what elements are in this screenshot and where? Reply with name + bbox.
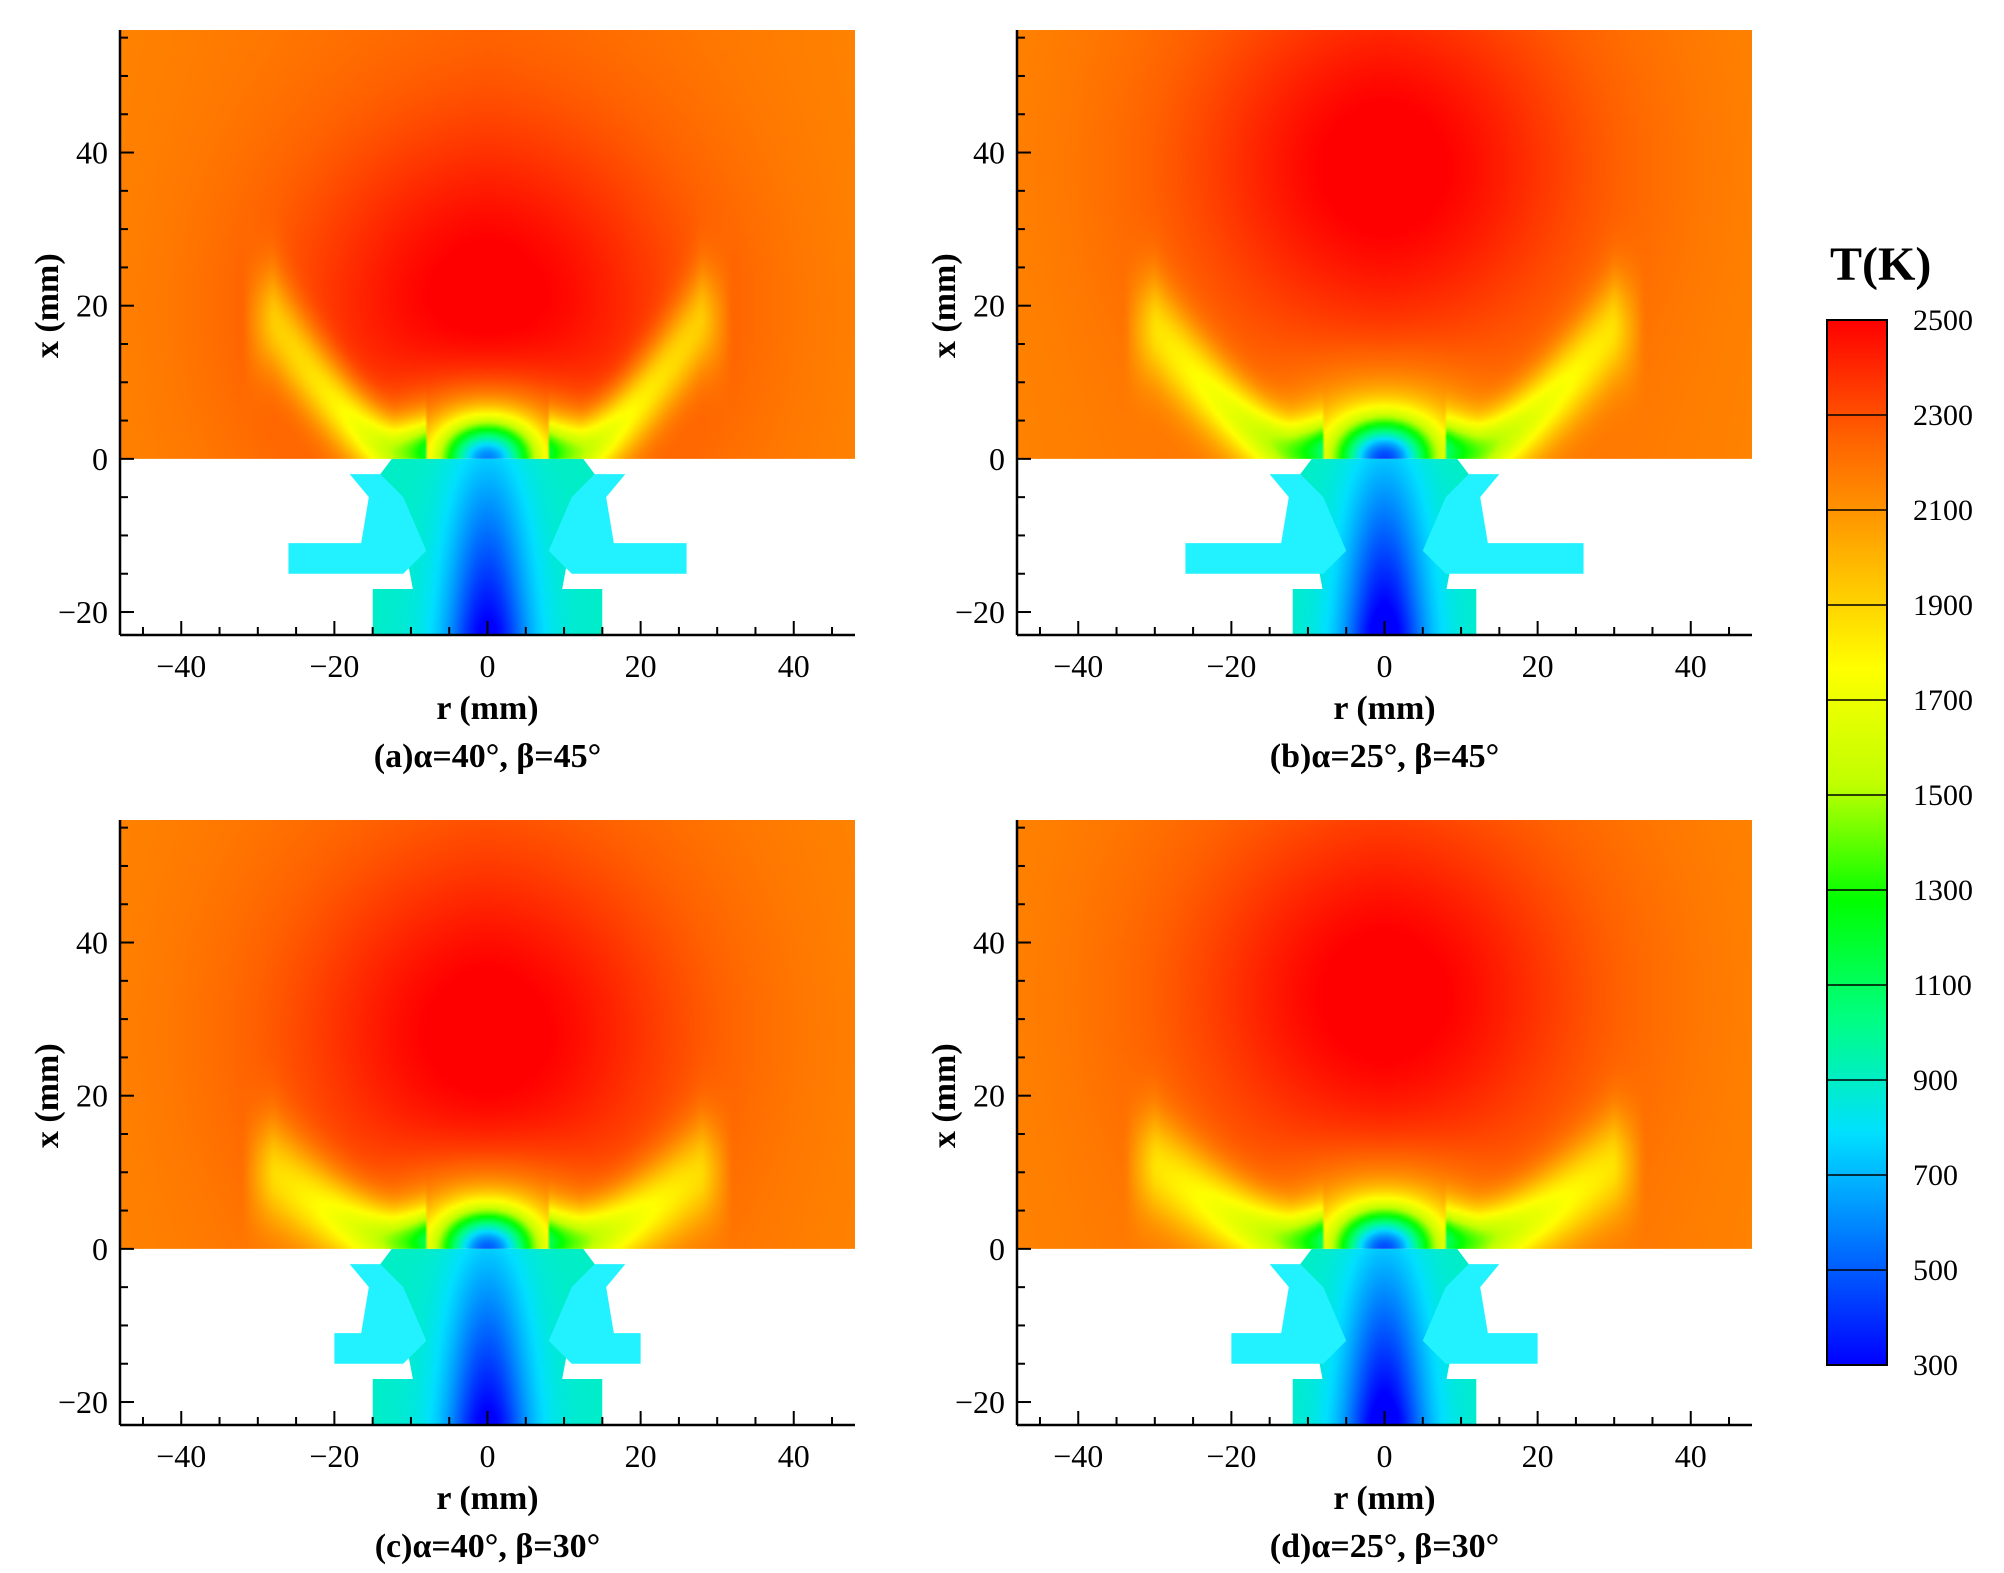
panel-d: −40 −20 0 20 40 −20 0 20 40 r (mm) x (mm) (d)α=25°,… [926,820,1752,1565]
y-tick-label: −20 [955,594,1005,630]
x-tick-label: −20 [309,648,359,684]
x-tick-label: −20 [1206,648,1256,684]
swirl-port-right [1422,474,1584,574]
y-axis-label: x (mm) [29,253,66,358]
y-tick-label: 0 [989,441,1005,477]
x-tick-label: 20 [1522,648,1554,684]
swirl-port-left [1231,1264,1347,1364]
y-tick-label: 40 [76,925,108,961]
colorbar-tick-label: 2500 [1913,304,1973,337]
swirl-port-left [1185,474,1347,574]
x-tick-label: 20 [625,648,657,684]
y-tick-label: 0 [92,1231,108,1267]
y-tick-label: −20 [58,1384,108,1420]
x-tick-label: 0 [1377,1438,1393,1474]
y-tick-label: 40 [973,925,1005,961]
x-tick-label: 0 [1377,648,1393,684]
y-tick-label: 40 [973,135,1005,171]
swirl-port-right [548,1264,641,1364]
y-tick-label: 20 [76,288,108,324]
x-tick-label: 40 [1675,1438,1707,1474]
panel-b: −40 −20 0 20 40 −20 0 20 40 r (mm) x (mm) (b)α=25°,… [926,30,1752,775]
x-tick-label: 40 [778,1438,810,1474]
x-tick-label: −40 [156,1438,206,1474]
x-tick-label: 0 [480,648,496,684]
panel-c: −40 −20 0 20 40 −20 0 20 40 r (mm) x (mm) (c)α=40°,… [29,820,855,1565]
x-axis-label: r (mm) [436,690,538,727]
y-tick-label: 0 [989,1231,1005,1267]
colorbar-tick-label: 1500 [1913,779,1973,812]
colorbar-tick-label: 1700 [1913,684,1973,717]
x-tick-label: −20 [1206,1438,1256,1474]
panel-caption: (c)α=40°, β=30° [375,1528,601,1565]
colorbar-tick-label: 2100 [1913,494,1973,527]
y-tick-label: −20 [58,594,108,630]
panels: −40 −20 0 20 40 −20 0 20 40 r (mm) x (mm) (a)α=40°,… [29,30,1752,1565]
y-tick-label: 20 [973,288,1005,324]
colorbar-title: T(K) [1830,238,1931,291]
x-tick-label: −40 [156,648,206,684]
y-axis-label: x (mm) [29,1043,66,1148]
x-tick-label: 20 [625,1438,657,1474]
colorbar-tick-label: 1900 [1913,589,1973,622]
panel-a: −40 −20 0 20 40 −20 0 20 40 r (mm) x (mm) (a)α=40°,… [29,30,855,775]
y-tick-label: 40 [76,135,108,171]
colorbar-tick-label: 1100 [1913,969,1972,1002]
x-tick-label: −40 [1053,648,1103,684]
panel-caption: (a)α=40°, β=45° [374,738,601,775]
swirl-port-left [288,474,427,574]
colorbar: T(K) 2500 2300 2100 1900 1700 1500 1300 1100 900… [1826,238,1973,1382]
y-tick-label: 20 [76,1078,108,1114]
x-axis-label: r (mm) [1333,1480,1435,1517]
x-tick-label: −40 [1053,1438,1103,1474]
temperature-field [1017,30,1752,459]
temperature-field [120,30,855,459]
swirl-port-left [334,1264,427,1364]
x-tick-label: 40 [778,648,810,684]
y-tick-label: −20 [955,1384,1005,1420]
temperature-field [1017,820,1752,1249]
colorbar-tick-label: 300 [1913,1349,1958,1382]
temperature-field [120,820,855,1249]
y-axis-label: x (mm) [926,1043,963,1148]
x-tick-label: 40 [1675,648,1707,684]
y-tick-label: 0 [92,441,108,477]
x-axis-label: r (mm) [436,1480,538,1517]
colorbar-tick-label: 2300 [1913,399,1973,432]
y-axis-label: x (mm) [926,253,963,358]
panel-caption: (b)α=25°, β=45° [1270,738,1499,775]
x-tick-label: 0 [480,1438,496,1474]
x-tick-label: 20 [1522,1438,1554,1474]
colorbar-tick-label: 1300 [1913,874,1973,907]
x-axis-label: r (mm) [1333,690,1435,727]
colorbar-gradient [1826,319,1888,1366]
panel-caption: (d)α=25°, β=30° [1270,1528,1499,1565]
x-tick-label: −20 [309,1438,359,1474]
swirl-port-right [548,474,687,574]
swirl-port-right [1422,1264,1538,1364]
colorbar-tick-label: 700 [1913,1159,1958,1192]
colorbar-tick-label: 500 [1913,1254,1958,1287]
y-tick-label: 20 [973,1078,1005,1114]
colorbar-tick-label: 900 [1913,1064,1958,1097]
